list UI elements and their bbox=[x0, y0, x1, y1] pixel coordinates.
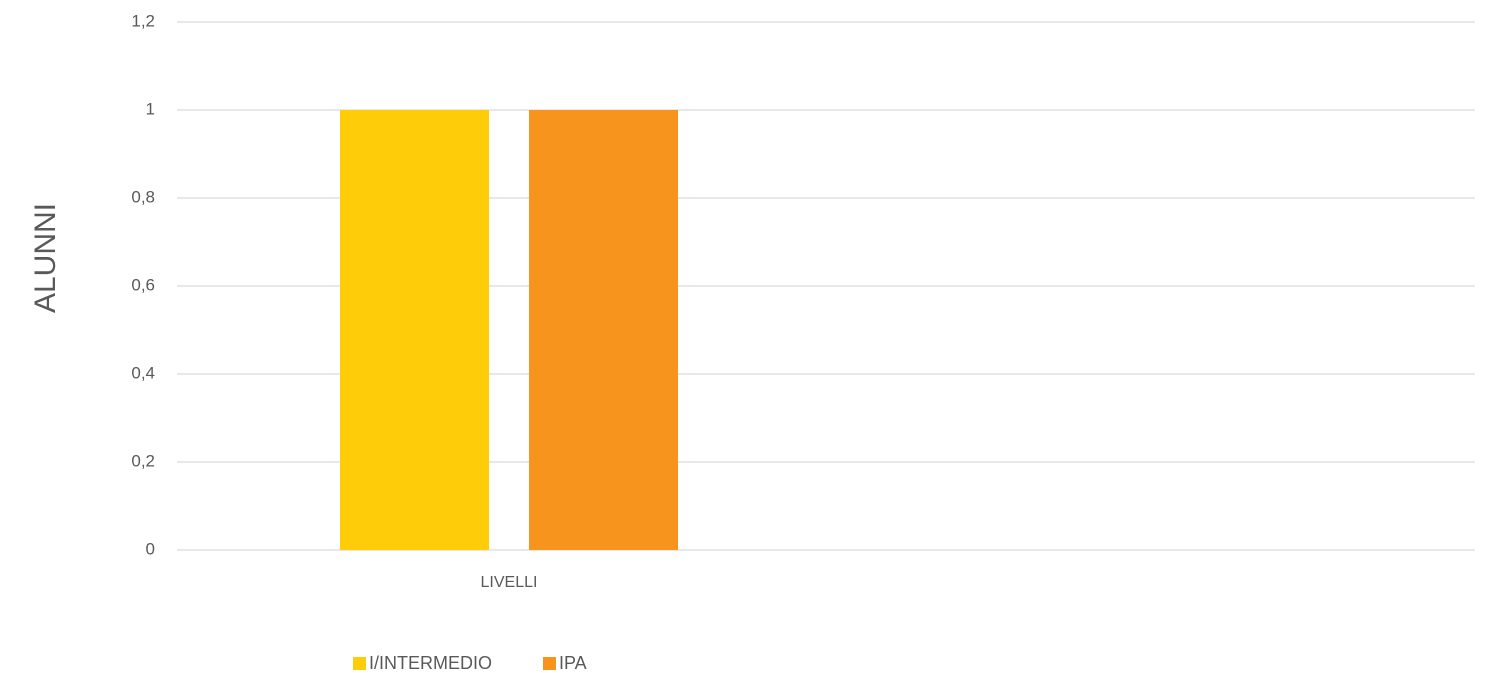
bars bbox=[340, 110, 678, 550]
legend-swatch bbox=[543, 657, 556, 670]
y-tick-label: 0,8 bbox=[131, 187, 155, 206]
bar-ipa bbox=[529, 110, 678, 550]
x-category-label: LIVELLI bbox=[481, 574, 538, 591]
y-tick-label: 1 bbox=[146, 99, 155, 118]
y-tick-label: 1,2 bbox=[131, 11, 155, 30]
y-tick-label: 0,2 bbox=[131, 451, 155, 470]
y-tick-label: 0,6 bbox=[131, 275, 155, 294]
legend: I/INTERMEDIO IPA bbox=[353, 653, 587, 673]
legend-label: I/INTERMEDIO bbox=[369, 653, 492, 673]
x-axis-categories: LIVELLI bbox=[481, 574, 538, 591]
y-tick-label: 0,4 bbox=[131, 363, 155, 382]
bar-i-intermedio bbox=[340, 110, 489, 550]
legend-label: IPA bbox=[559, 653, 587, 673]
y-axis-ticks: 0 0,2 0,4 0,6 0,8 1 1,2 bbox=[131, 11, 155, 558]
y-tick-label: 0 bbox=[146, 539, 155, 558]
y-axis-label: ALUNNI bbox=[29, 203, 62, 313]
legend-swatch bbox=[353, 657, 366, 670]
